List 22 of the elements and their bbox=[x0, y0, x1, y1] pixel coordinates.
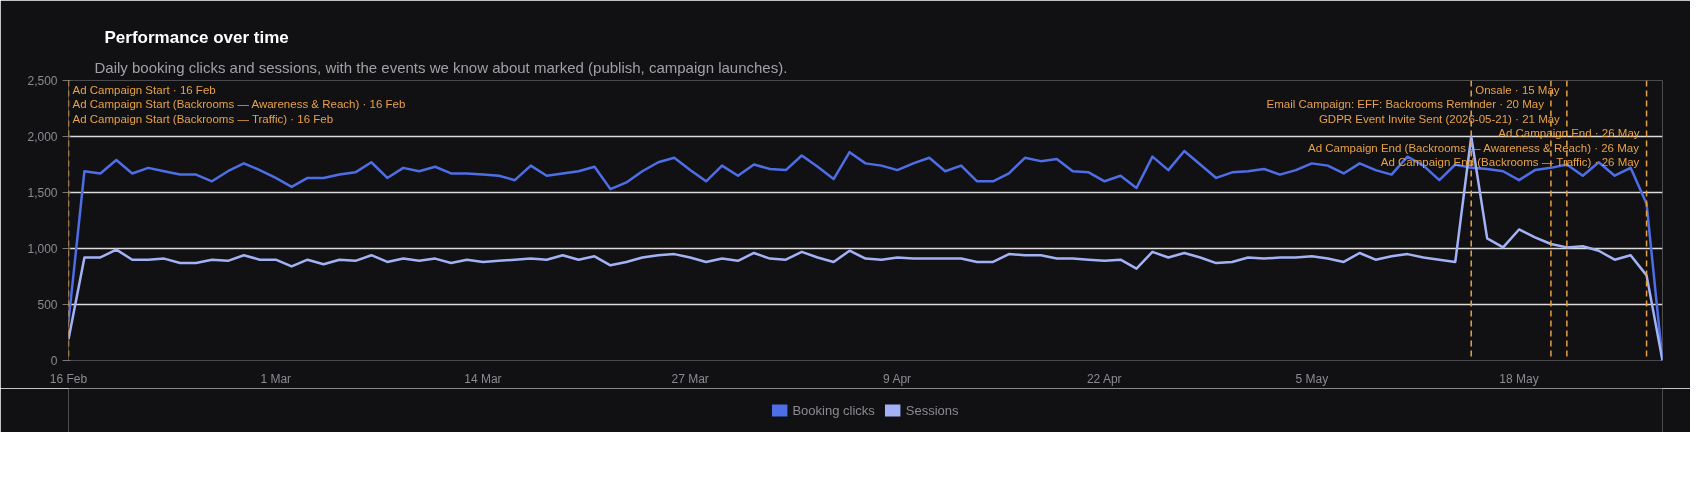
ref-line-label: Ad Campaign Start · 16 Feb Ad Campaign Start (Backrooms — Awareness & Reach) · 16 Feb Ad Campaign Start (Backrooms — Traffic) · 16 Feb bbox=[72, 83, 406, 125]
ref-line-label: Email Campaign: EFF: Backrooms Reminder · 20 May bbox=[1266, 98, 1545, 110]
x-tick-label: 18 May bbox=[1499, 371, 1539, 386]
x-tick-label: 27 Mar bbox=[671, 371, 709, 386]
x-tick-label: 9 Apr bbox=[883, 371, 912, 386]
x-tick-label: 5 May bbox=[1295, 371, 1329, 386]
x-tick-label: 16 Feb bbox=[49, 371, 88, 386]
y-tick-label: 500 bbox=[37, 298, 58, 312]
ref-line-label: GDPR Event Invite Sent (2026-05-21) · 21 May bbox=[1318, 112, 1561, 125]
y-tick-label: 2,500 bbox=[27, 74, 58, 88]
chart-subtitle: Daily booking clicks and sessions, with the events we know about marked (publish, campaign launches). bbox=[94, 58, 788, 76]
chart-title: Performance over time bbox=[104, 27, 289, 47]
y-tick-label: 0 bbox=[50, 354, 58, 368]
y-tick-label: 2,000 bbox=[27, 130, 58, 144]
y-tick-label: 1,500 bbox=[27, 186, 58, 200]
x-tick-label: 1 Mar bbox=[260, 371, 292, 386]
x-tick-label: 14 Mar bbox=[464, 371, 502, 386]
legend-label: Sessions bbox=[905, 402, 959, 418]
legend-label: Booking clicks bbox=[792, 402, 875, 418]
x-tick-label: 22 Apr bbox=[1086, 371, 1122, 386]
ref-line-label: Onsale · 15 May bbox=[1475, 83, 1560, 96]
y-tick-label: 1,000 bbox=[27, 242, 58, 256]
